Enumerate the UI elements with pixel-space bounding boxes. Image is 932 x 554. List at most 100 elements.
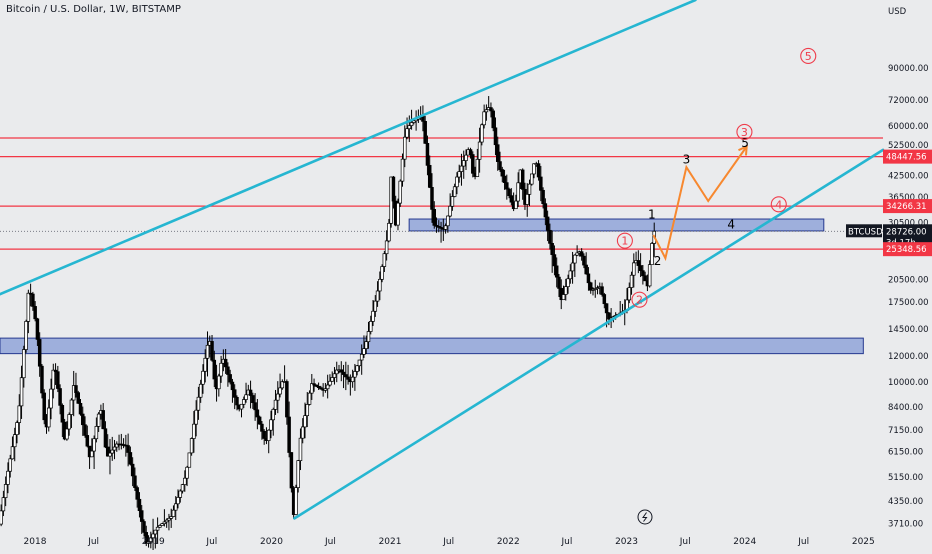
circled-wave-marker-3 [736,123,753,140]
x-tick-label: 2019 [142,537,165,547]
candle-body [269,419,273,431]
chart-title: Bitcoin / U.S. Dollar, 1W, BITSTAMP [6,4,181,15]
candle-body [217,375,221,390]
candle-body [219,362,223,377]
x-tick-label: 2018 [24,537,47,547]
candle-body [144,532,149,544]
candle-body [450,196,455,207]
candle-body [287,416,291,453]
candle-body [110,449,114,454]
candle-body [198,383,203,398]
candle-body [194,409,198,425]
candle-body [19,377,24,407]
candle-body [262,430,266,439]
candle-body [371,310,375,322]
candle-body [341,371,346,375]
x-tick-label: Jul [324,537,336,547]
candle-body [105,446,110,457]
candle-body [58,388,62,406]
candle-body [491,110,495,129]
candle-body [457,171,461,178]
candle-body [69,399,74,415]
candle-body [568,270,573,280]
candle-body [477,141,482,160]
candle-body [627,287,632,301]
candle-body [514,200,518,210]
candle-body [10,446,15,460]
x-tick-label: 2021 [379,537,402,547]
circled-wave-marker-5 [800,47,817,65]
level-price-label: 48447.56 [886,153,927,163]
candle-body [158,525,162,528]
candle-body [434,225,439,227]
y-tick-label: 60000.00 [888,122,929,132]
candle-body [162,521,167,525]
candle-body [126,445,130,453]
candle-body [76,392,80,404]
candle-body [339,369,344,373]
circled-wave-marker-1 [616,232,633,249]
candle-body [432,209,437,226]
candle-body [230,381,235,391]
candle-body [96,413,101,427]
wave-label-5: 5 [741,136,749,150]
candle-body [108,452,112,457]
candle-body [133,475,137,488]
candle-body [42,392,46,421]
candle-body [437,226,441,228]
candle-body [128,452,133,465]
candle-body [552,254,557,267]
candle-body [584,264,588,275]
circled-wave-marker-2 [631,291,648,308]
candle-body [169,516,173,519]
level-price-label: 25348.56 [886,245,927,255]
candle-body [593,288,598,290]
channel-line-1 [0,0,697,296]
candle-body [33,306,37,320]
level-price-label: 34266.31 [886,202,927,212]
candle-body [316,385,321,389]
candle-body [226,366,230,375]
x-tick-label: Jul [87,537,99,547]
candle-body [239,403,244,410]
candle-body [516,182,520,202]
candle-body [602,294,607,305]
candle-body [67,414,71,430]
candle-body [541,189,545,204]
candle-body [3,484,8,499]
circled-wave-label-5: 5 [805,50,812,63]
candle-body [550,242,554,255]
candle-body [398,180,402,204]
candle-body [90,450,94,458]
candle-body [595,287,600,289]
candle-body [180,484,185,492]
candle-body [183,477,187,485]
candle-body [427,165,432,188]
candle-body [205,344,210,359]
candle-body [464,154,468,161]
candle-body [51,369,56,390]
candle-body [235,396,239,406]
candle-body [47,407,51,428]
candle-body [15,422,19,435]
candle-body [430,187,434,210]
candle-body [56,371,60,389]
candle-body [253,402,257,411]
candle-body [176,497,180,505]
candle-body [461,160,466,167]
x-tick-label: Jul [560,537,572,547]
candle-body [530,173,534,185]
candle-body [160,523,164,526]
candle-body [130,463,135,477]
candle-body [641,270,645,277]
candle-body [92,438,96,452]
candle-body [310,383,314,394]
candle-body [273,399,278,410]
candle-body [276,393,280,401]
candle-body [489,107,493,112]
candle-body [525,193,529,205]
candle-body [484,109,489,113]
candle-body [423,121,427,144]
candle-body [17,405,22,423]
